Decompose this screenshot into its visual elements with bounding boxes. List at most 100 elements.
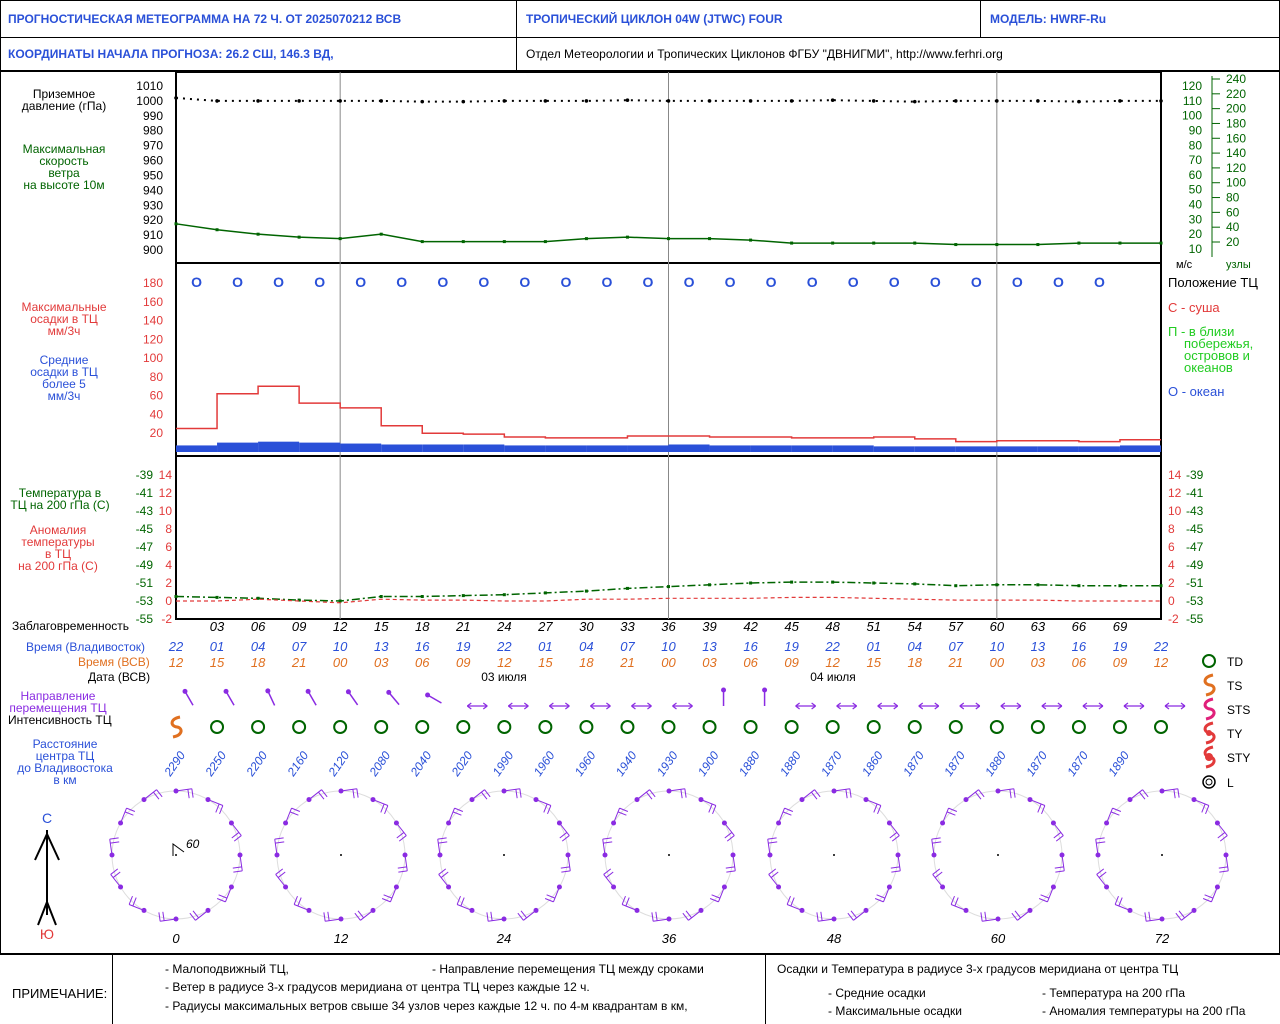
wind-barb-flag xyxy=(1055,870,1065,873)
wind-station-dot xyxy=(602,852,608,858)
vlad-time-tick: 16 xyxy=(743,639,758,654)
pressure-label: Приземное xyxy=(33,87,96,101)
legend-sty-dot xyxy=(1205,753,1213,761)
wind-barb xyxy=(275,874,286,888)
wind-barb-flag xyxy=(520,910,527,919)
wind-barb xyxy=(567,854,571,871)
wind-barb-flag xyxy=(1040,894,1050,899)
pressure-line xyxy=(175,96,1161,103)
precip-mean-bar xyxy=(299,442,341,452)
wind-station-dot xyxy=(767,852,773,858)
wind-barb-flag xyxy=(619,807,629,812)
anomaly-line xyxy=(176,596,1161,604)
vlad-time-tick: 16 xyxy=(1072,639,1087,654)
temp-tick-right: -43 xyxy=(1186,504,1204,518)
wind-point xyxy=(502,240,506,244)
wind-station-dot xyxy=(173,788,179,794)
temp-point xyxy=(913,582,917,586)
position-code: О xyxy=(930,274,941,290)
precip-tick-label: 60 xyxy=(150,389,164,403)
wind-barb xyxy=(231,822,242,836)
precip-mean-bar xyxy=(463,444,505,452)
temp-tick-left: -39 xyxy=(136,468,154,482)
lead-tick: 66 xyxy=(1072,619,1087,634)
wind-kt-tick: 80 xyxy=(1226,191,1240,205)
wind-barb xyxy=(293,904,310,911)
intensity-td-symbol xyxy=(825,720,840,734)
vlad-time-tick: 04 xyxy=(908,639,922,654)
wind-barb xyxy=(950,904,967,911)
position-code: О xyxy=(889,274,900,290)
wind-station-dot xyxy=(634,797,640,803)
lead-tick: 33 xyxy=(620,619,635,634)
wind-station-dot xyxy=(228,820,234,826)
wind-barb-flag xyxy=(770,871,779,878)
wind-barb-flag xyxy=(438,841,448,844)
pressure-point xyxy=(830,98,835,102)
wind-barb-flag xyxy=(515,789,518,799)
wind-barb xyxy=(1217,822,1228,836)
vsv-time-tick: 18 xyxy=(251,655,266,670)
compass-arrow xyxy=(34,830,60,926)
wind-barb-flag xyxy=(519,788,522,798)
stationary-arrow-heads xyxy=(466,702,488,710)
temp-point xyxy=(790,580,794,584)
wind-barb-flag xyxy=(544,898,554,903)
wind-label: скорость xyxy=(39,154,88,168)
anom-tick-right: 10 xyxy=(1168,504,1182,518)
wind-station-dot xyxy=(963,797,969,803)
distance-value: 2020 xyxy=(448,748,476,779)
note-max-precip: - Максимальные осадки xyxy=(828,1004,962,1018)
wind-barb xyxy=(997,788,1014,792)
wind-station-dot xyxy=(370,797,376,803)
wind-circle: 48 xyxy=(767,788,901,946)
anom-tick-left: 14 xyxy=(159,468,173,482)
temp-point xyxy=(461,594,465,598)
wind-barb-flag xyxy=(323,912,326,922)
wind-barb-flag xyxy=(233,835,242,842)
wind-station-dot xyxy=(565,852,571,858)
wind-station-dot xyxy=(831,788,837,794)
wind-barb-flag xyxy=(158,912,161,922)
wind-point xyxy=(338,237,342,241)
wind-barb-flag xyxy=(109,837,119,840)
wind-barb xyxy=(613,807,620,824)
intensity-td-symbol xyxy=(251,720,266,734)
lead-tick: 15 xyxy=(374,619,389,634)
wind-barb-flag xyxy=(132,897,137,907)
position-land: С - суша xyxy=(1168,300,1220,315)
wind-barb-flag xyxy=(1218,866,1228,869)
wind-station-dot xyxy=(118,820,124,826)
compass-north: С xyxy=(42,810,52,826)
wind-barb xyxy=(932,874,943,888)
vlad-time-tick: 19 xyxy=(456,639,470,654)
note-mean-precip: - Средние осадки xyxy=(828,986,926,1000)
direction-arrow xyxy=(184,690,194,706)
wind-barb xyxy=(818,918,835,922)
anom-tick-left: 2 xyxy=(165,576,172,590)
position-code: О xyxy=(1012,274,1023,290)
wind-label: Максимальная xyxy=(23,142,106,156)
legend-l-inner xyxy=(1205,778,1213,786)
lead-tick: 09 xyxy=(292,619,306,634)
wind-barb-flag xyxy=(1013,788,1016,798)
wind-barb-flag xyxy=(786,895,791,905)
wind-barb xyxy=(1129,789,1143,800)
anom-tick-right: 4 xyxy=(1168,558,1175,572)
wind-circle-center xyxy=(997,854,999,856)
vsv-time-tick: 21 xyxy=(619,655,634,670)
intensity-label: Интенсивность ТЦ xyxy=(8,713,112,727)
distance-value: 2080 xyxy=(366,748,394,779)
wind-barb-flag xyxy=(726,835,735,842)
wind-barb-flag xyxy=(156,789,163,798)
wind-barb-flag xyxy=(1219,870,1229,873)
wind-barb xyxy=(603,874,614,888)
wind-point xyxy=(831,241,835,245)
precip-tick-label: 120 xyxy=(143,332,163,346)
temp-tick-left: -47 xyxy=(136,540,154,554)
intensity-td-symbol xyxy=(497,720,512,734)
wind-barb xyxy=(175,788,192,792)
wind-point xyxy=(379,232,383,236)
legend-intensity-text: TS xyxy=(1227,679,1242,693)
temp-point xyxy=(543,591,547,595)
